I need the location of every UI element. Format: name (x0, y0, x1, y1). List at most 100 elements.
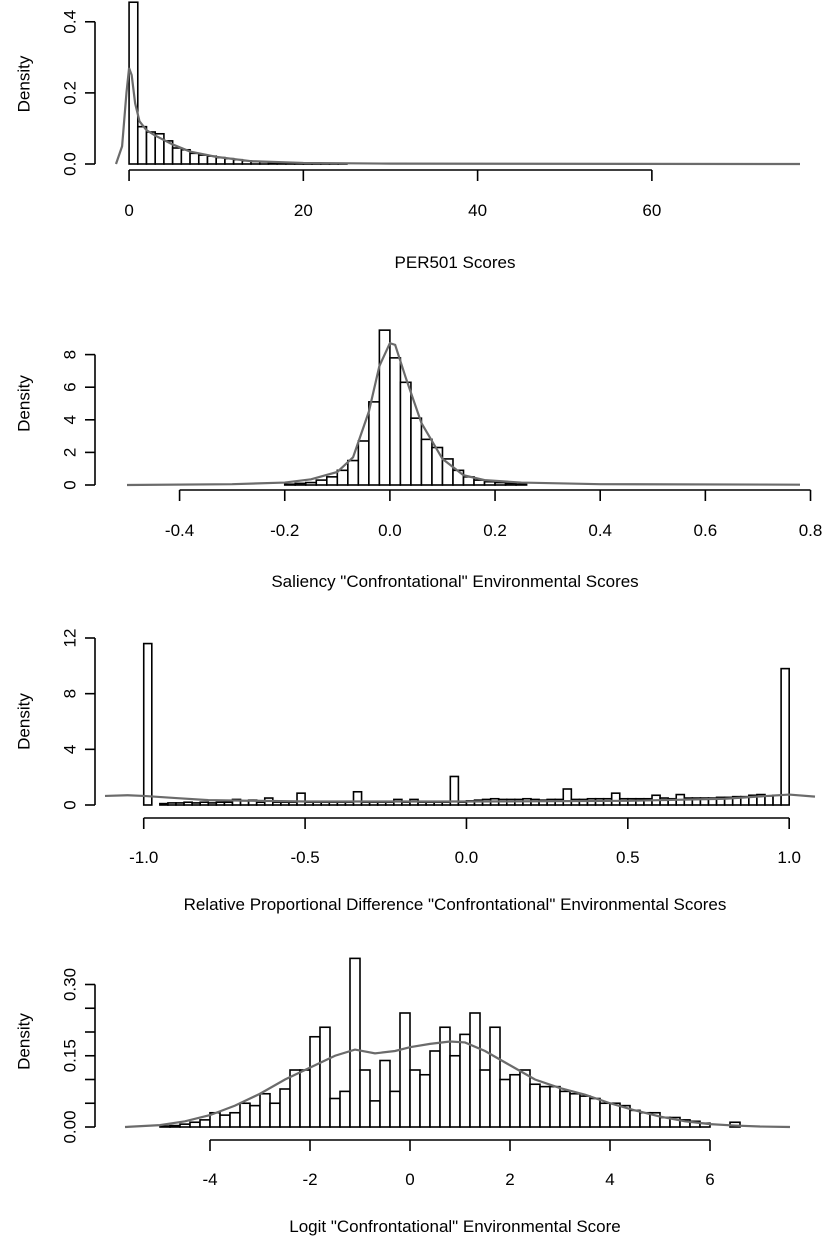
y-tick-label: 6 (60, 382, 79, 391)
histogram-bar (409, 1069, 421, 1128)
histogram-bar (329, 1097, 341, 1128)
histogram-bar (441, 801, 452, 806)
x-tick-label: 0.2 (483, 521, 507, 540)
histogram-bar (425, 801, 435, 806)
histogram-bar (389, 357, 402, 486)
histogram-bar (384, 801, 395, 806)
histogram-bar (199, 801, 210, 806)
histogram-bar (399, 381, 412, 486)
histogram-bar (336, 801, 347, 806)
histogram-bar (431, 446, 444, 486)
histogram-bar (207, 802, 218, 806)
histogram-bar (189, 1121, 201, 1128)
histogram-bar (389, 1090, 401, 1128)
histogram-bar (579, 1095, 591, 1128)
histogram-bar (368, 801, 379, 806)
histogram-bar (159, 802, 169, 806)
histogram-bar (349, 957, 361, 1128)
panel-rpd: -1.0 -0.5 0.0 0.5 1.0 0 4 8 12 Relative Proportio… (14, 629, 816, 914)
histogram-bar (429, 1050, 441, 1128)
y-tick-label: 4 (60, 415, 79, 424)
histogram-bar (145, 131, 157, 165)
histogram-bar (359, 1069, 371, 1128)
histogram-bar (559, 1090, 571, 1128)
histogram-bar (449, 775, 460, 806)
histogram-bar (433, 801, 444, 806)
x-tick-label: -0.4 (165, 521, 194, 540)
histogram-bar (339, 1090, 351, 1128)
x-tick-label: 6 (705, 1170, 714, 1189)
histogram-bar (379, 1059, 391, 1128)
histogram-bar (315, 479, 328, 486)
histogram-bar (215, 801, 226, 806)
histogram-bar (191, 802, 202, 806)
density-curve (104, 793, 816, 803)
x-tick-label: 0 (124, 201, 133, 220)
y-tick-label: 0.2 (60, 81, 79, 105)
density-curve (114, 67, 801, 166)
histogram-bar (219, 1114, 231, 1128)
histogram-bar (169, 1124, 181, 1128)
histogram-bar (504, 482, 517, 486)
y-axis-title: Density (14, 375, 33, 432)
histogram-bar (376, 801, 387, 806)
histogram-bar (449, 1054, 461, 1128)
y-tick-label: 8 (60, 689, 79, 698)
histogram-bar (294, 482, 307, 486)
histogram-bar (368, 401, 381, 486)
x-tick-label: -0.5 (290, 848, 319, 867)
histogram-bar (272, 801, 282, 806)
histogram-bar (401, 801, 411, 806)
histogram-bar (280, 801, 290, 806)
histogram-bar (352, 790, 363, 806)
histogram-bar (509, 1073, 521, 1128)
x-tick-label: 2 (505, 1170, 514, 1189)
histogram-bar (569, 1092, 581, 1128)
histogram-bar (223, 801, 234, 806)
histogram-bar (772, 794, 782, 806)
histogram-bar (142, 642, 153, 806)
histogram-bar (229, 1111, 241, 1128)
histogram-bar (171, 147, 183, 165)
histogram-bar (289, 1069, 301, 1128)
x-tick-label: -0.2 (270, 521, 299, 540)
histogram-bar (279, 1088, 291, 1128)
histogram-bar (304, 481, 318, 486)
y-tick-label: 8 (60, 350, 79, 359)
y-tick-label: 0.0 (60, 152, 79, 176)
x-axis-title: Saliency "Confrontational" Environmental… (271, 572, 638, 591)
histogram-bar (629, 1109, 641, 1128)
histogram-bar (369, 1100, 381, 1128)
x-tick-label: 0.0 (455, 848, 479, 867)
histogram-bar (610, 792, 621, 806)
histogram-bar (189, 152, 200, 165)
histogram-bar (304, 801, 314, 806)
histogram-bar (249, 1104, 261, 1128)
x-tick-label: 40 (468, 201, 487, 220)
histogram-bar (344, 801, 355, 806)
x-tick-label: -4 (202, 1170, 217, 1189)
histogram-bar (175, 802, 185, 806)
density-curve (126, 341, 801, 487)
x-tick-label: -1.0 (129, 848, 158, 867)
x-tick-label: 0.4 (588, 521, 612, 540)
histogram-bar (183, 801, 193, 806)
histogram-bar (299, 1069, 311, 1128)
histogram-bar (459, 1033, 471, 1128)
histogram-bar (549, 1085, 561, 1128)
histogram-bar (283, 483, 297, 486)
histogram-bar (457, 801, 468, 806)
histogram-bar (199, 1119, 211, 1128)
histogram-bar (419, 1073, 431, 1128)
histogram-bar (539, 1085, 551, 1128)
histogram-bar (589, 1097, 601, 1128)
histogram-bar (562, 788, 573, 806)
panel-saliency: -0.4 -0.2 0.0 0.2 0.4 0.6 0.8 0 2 4 6 8 Saliency "Co… (14, 329, 822, 591)
histogram-bar (515, 483, 528, 486)
histogram-bar (159, 1125, 171, 1128)
y-tick-label: 0.00 (60, 1110, 79, 1143)
x-tick-label: 0.5 (616, 848, 640, 867)
histogram-bar (328, 801, 339, 806)
x-tick-label: 0.6 (694, 521, 718, 540)
y-tick-label: 0.4 (60, 10, 79, 34)
